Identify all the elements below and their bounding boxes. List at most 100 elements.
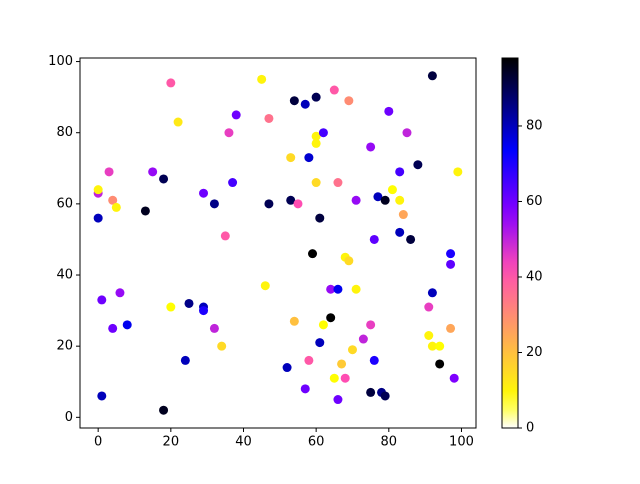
point [337,359,347,369]
point [435,341,445,351]
point [315,338,325,348]
point [293,199,303,209]
point [308,249,318,259]
y-tick-label: 80 [56,125,73,140]
point [387,185,397,195]
colorbar-tick-label: 40 [526,269,543,284]
point [395,195,405,205]
point [111,202,121,212]
point [347,345,357,355]
point [184,298,194,308]
point [369,355,379,365]
point [257,74,267,84]
point [199,306,209,316]
point [384,106,394,116]
point [311,138,321,148]
point [380,391,390,401]
x-tick-label: 0 [94,435,102,450]
point [424,302,434,312]
point [104,167,114,177]
x-tick-label: 40 [235,435,252,450]
colorbar-tick-label: 0 [526,421,534,436]
point [199,188,209,198]
point [108,323,118,333]
plot-frame [79,57,477,429]
point [380,195,390,205]
point [97,391,107,401]
x-tick-label: 80 [381,435,398,450]
point [115,288,125,298]
point [427,341,437,351]
point [366,320,376,330]
point [289,316,299,326]
point [373,192,383,202]
y-tick-label: 20 [56,339,73,354]
point [446,259,456,269]
point [333,178,343,188]
point [311,131,321,141]
point [108,195,118,205]
x-tick-label: 20 [163,435,180,450]
point [326,313,336,323]
colorbar [501,57,519,429]
y-tick-label: 40 [56,268,73,283]
colorbar-tick-label: 60 [526,194,543,209]
point [304,355,314,365]
point [282,363,292,373]
point [286,153,296,163]
point [435,359,445,369]
point [333,395,343,405]
point [318,128,328,138]
point [398,210,408,220]
point [351,195,361,205]
point [344,96,354,106]
point [318,320,328,330]
point [231,110,241,120]
point [311,92,321,102]
point [140,206,150,216]
point [311,178,321,188]
x-tick-label: 100 [449,435,474,450]
point [122,320,132,330]
point [304,153,314,163]
point [395,167,405,177]
point [209,199,219,209]
point [166,302,176,312]
point [264,113,274,123]
point [260,281,270,291]
point [180,355,190,365]
point [209,323,219,333]
point [402,128,412,138]
point [159,405,169,415]
point [449,373,459,383]
colorbar-tick-label: 80 [526,118,543,133]
point [93,213,103,223]
y-tick-label: 100 [48,54,73,69]
point [366,142,376,152]
point [173,117,183,127]
x-tick-label: 60 [308,435,325,450]
point [148,167,158,177]
y-tick-label: 0 [65,410,73,425]
point [446,323,456,333]
point [329,85,339,95]
point [228,178,238,188]
point [446,249,456,259]
point [406,234,416,244]
point [424,331,434,340]
point [340,373,350,383]
point [315,213,325,223]
point [344,256,354,266]
point [333,284,343,294]
point [369,234,379,244]
point [166,78,176,88]
y-tick-label: 60 [56,196,73,211]
point [220,231,230,241]
point [453,167,463,177]
point [427,71,437,81]
point [358,334,368,344]
point [264,199,274,209]
point [289,96,299,106]
point [366,387,376,397]
